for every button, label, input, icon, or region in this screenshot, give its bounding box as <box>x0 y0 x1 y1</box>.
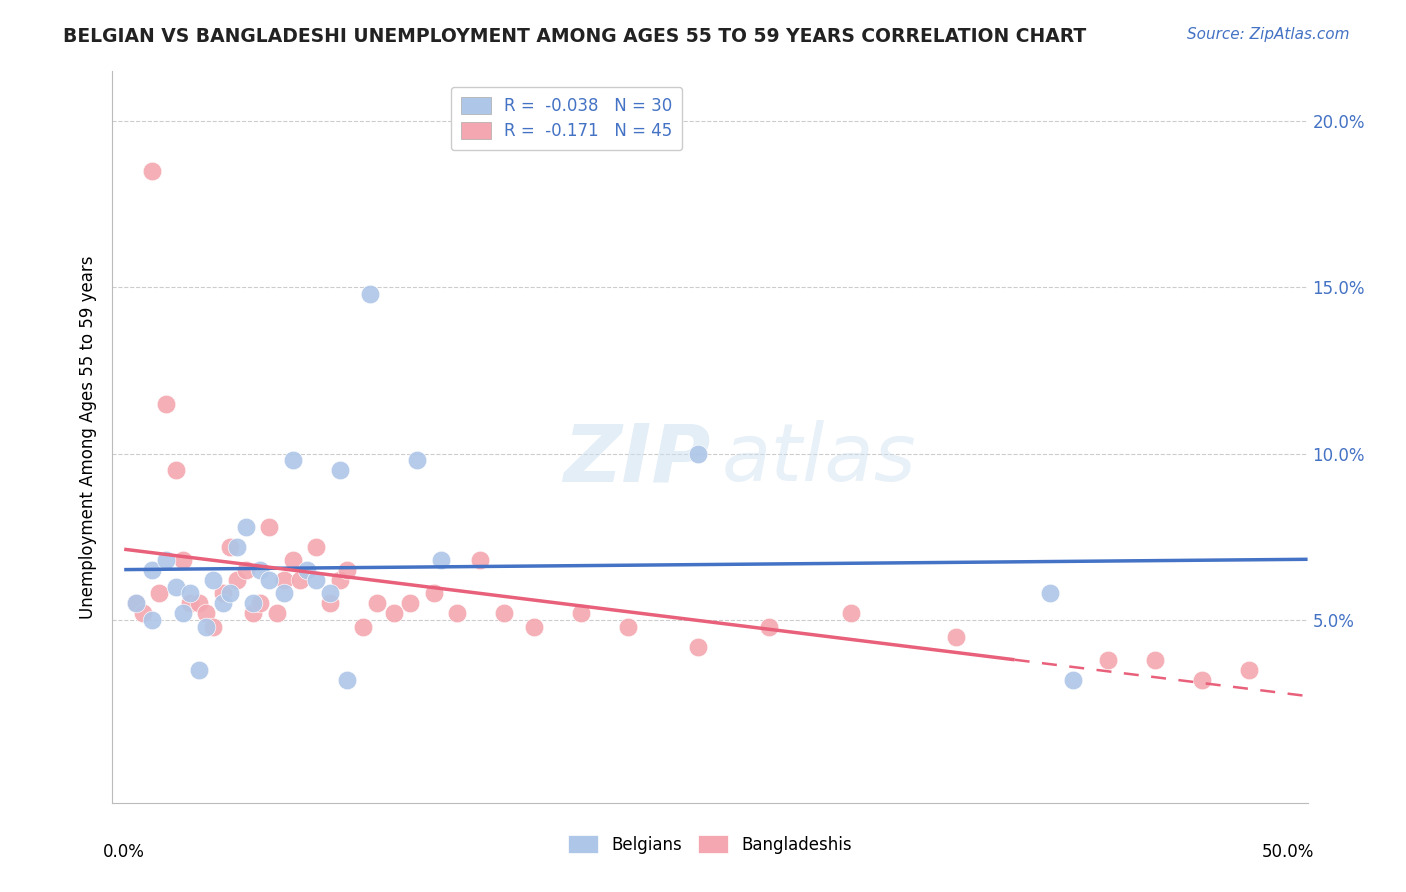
Point <box>179 586 201 600</box>
Y-axis label: Unemployment Among Ages 55 to 59 years: Unemployment Among Ages 55 to 59 years <box>79 255 97 619</box>
Point <box>945 630 967 644</box>
Point <box>329 573 352 587</box>
Point <box>235 520 257 534</box>
Point <box>399 596 422 610</box>
Text: Source: ZipAtlas.com: Source: ZipAtlas.com <box>1187 27 1350 42</box>
Point <box>406 453 429 467</box>
Point <box>242 607 264 621</box>
Point <box>155 553 177 567</box>
Point <box>688 640 710 654</box>
Point <box>1039 586 1062 600</box>
Point <box>125 596 148 610</box>
Point <box>305 540 328 554</box>
Point <box>141 563 163 577</box>
Point <box>422 586 444 600</box>
Point <box>429 553 451 567</box>
Point <box>470 553 492 567</box>
Point <box>132 607 155 621</box>
Point <box>617 619 640 633</box>
Point <box>569 607 592 621</box>
Point <box>225 573 247 587</box>
Point <box>259 573 281 587</box>
Point <box>165 463 187 477</box>
Point <box>172 553 194 567</box>
Point <box>382 607 405 621</box>
Point <box>288 573 311 587</box>
Point <box>336 673 359 687</box>
Point <box>305 573 328 587</box>
Point <box>1237 663 1260 677</box>
Point <box>336 563 359 577</box>
Point <box>281 453 304 467</box>
Point <box>1097 653 1119 667</box>
Point <box>492 607 515 621</box>
Point <box>211 586 233 600</box>
Point <box>195 619 218 633</box>
Text: atlas: atlas <box>723 420 917 498</box>
Point <box>319 596 342 610</box>
Text: ZIP: ZIP <box>562 420 710 498</box>
Text: 0.0%: 0.0% <box>103 843 145 861</box>
Point <box>273 586 295 600</box>
Point <box>202 573 225 587</box>
Point <box>366 596 388 610</box>
Point <box>523 619 546 633</box>
Point <box>188 663 211 677</box>
Point <box>172 607 194 621</box>
Point <box>165 580 187 594</box>
Point <box>218 586 240 600</box>
Text: BELGIAN VS BANGLADESHI UNEMPLOYMENT AMONG AGES 55 TO 59 YEARS CORRELATION CHART: BELGIAN VS BANGLADESHI UNEMPLOYMENT AMON… <box>63 27 1087 45</box>
Point <box>1191 673 1213 687</box>
Point <box>446 607 468 621</box>
Point <box>141 164 163 178</box>
Text: 50.0%: 50.0% <box>1263 843 1315 861</box>
Point <box>319 586 342 600</box>
Point <box>202 619 225 633</box>
Point <box>329 463 352 477</box>
Point <box>148 586 170 600</box>
Point <box>211 596 233 610</box>
Point <box>179 596 201 610</box>
Point <box>1144 653 1167 667</box>
Point <box>249 563 271 577</box>
Point <box>235 563 257 577</box>
Point <box>295 563 318 577</box>
Point <box>249 596 271 610</box>
Legend: R =  -0.038   N = 30, R =  -0.171   N = 45: R = -0.038 N = 30, R = -0.171 N = 45 <box>451 87 682 150</box>
Point <box>225 540 247 554</box>
Point <box>839 607 862 621</box>
Point <box>352 619 374 633</box>
Point <box>195 607 218 621</box>
Point <box>688 447 710 461</box>
Point <box>281 553 304 567</box>
Point <box>259 520 281 534</box>
Point <box>155 397 177 411</box>
Point <box>141 613 163 627</box>
Point <box>359 287 381 301</box>
Point <box>125 596 148 610</box>
Point <box>1062 673 1084 687</box>
Point <box>242 596 264 610</box>
Point <box>218 540 240 554</box>
Point <box>273 573 295 587</box>
Point <box>758 619 780 633</box>
Point <box>188 596 211 610</box>
Point <box>266 607 288 621</box>
